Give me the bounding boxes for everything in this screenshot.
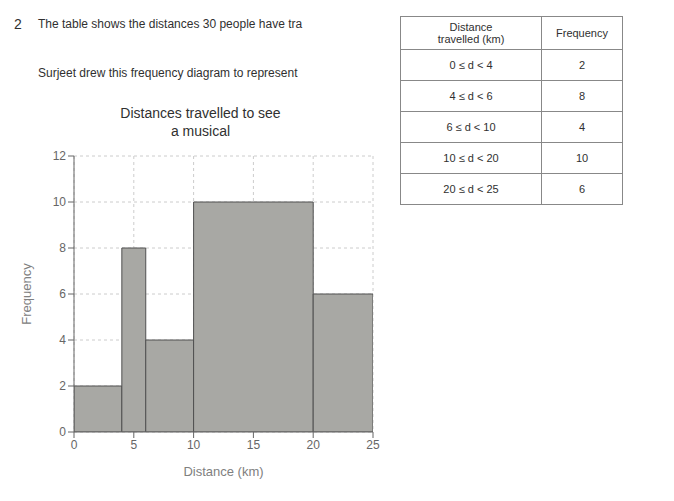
html-text:10 ≤ d < 20: 10 ≤ d < 20 xyxy=(443,152,499,164)
svg-text:12: 12 xyxy=(53,149,67,163)
html-text:6 ≤ d < 10: 6 ≤ d < 10 xyxy=(446,121,496,133)
html-text:a musical: a musical xyxy=(170,123,231,139)
html-text:Distance travelled (km): Distance travelled (km) xyxy=(437,21,505,45)
svg-text:8: 8 xyxy=(59,241,66,255)
svg-text:Frequency: Frequency xyxy=(19,263,34,325)
html-text:The table shows the distances: The table shows the distances 30 people … xyxy=(38,17,303,31)
html-text:Distances travelled to see: Distances travelled to see xyxy=(120,105,281,121)
svg-text:10: 10 xyxy=(53,195,67,209)
html-text:2: 2 xyxy=(14,16,22,32)
html-text:10: 10 xyxy=(575,152,589,164)
html-text:6: 6 xyxy=(578,183,586,195)
svg-text:4: 4 xyxy=(59,333,66,347)
svg-text:0: 0 xyxy=(71,438,78,452)
svg-text:6: 6 xyxy=(59,287,66,301)
svg-text:25: 25 xyxy=(366,438,380,452)
svg-text:5: 5 xyxy=(130,438,137,452)
html-text:4 ≤ d < 6: 4 ≤ d < 6 xyxy=(449,90,493,102)
html-text:Frequency: Frequency xyxy=(556,27,608,39)
html-text:Surjeet drew this frequency di: Surjeet drew this frequency diagram to r… xyxy=(38,66,298,80)
html-text:0 ≤ d < 4: 0 ≤ d < 4 xyxy=(449,59,493,71)
svg-text:Distance (km): Distance (km) xyxy=(183,464,263,479)
svg-text:20: 20 xyxy=(307,438,321,452)
html-text:4: 4 xyxy=(578,121,586,133)
svg-text:15: 15 xyxy=(247,438,261,452)
svg-text:2: 2 xyxy=(59,379,66,393)
svg-text:0: 0 xyxy=(59,425,66,439)
html-text:2: 2 xyxy=(578,59,586,71)
svg-text:10: 10 xyxy=(187,438,201,452)
html-text:20 ≤ d < 25: 20 ≤ d < 25 xyxy=(443,183,499,195)
html-text:8: 8 xyxy=(578,90,586,102)
